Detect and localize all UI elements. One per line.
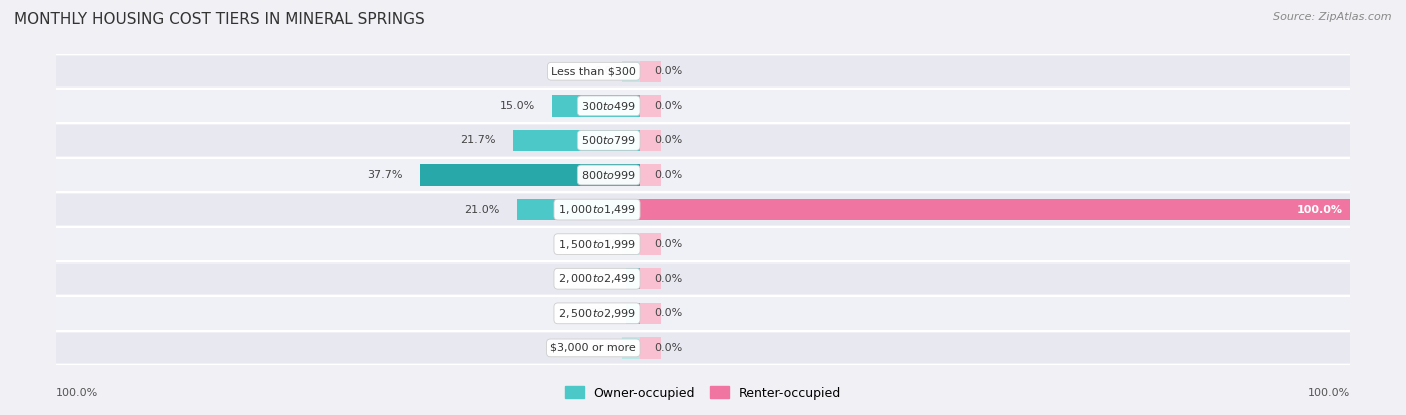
Bar [623, 233, 640, 255]
Text: 0.0%: 0.0% [654, 66, 682, 76]
Bar [56, 229, 640, 259]
Text: $500 to $799: $500 to $799 [581, 134, 636, 146]
Text: $300 to $499: $300 to $499 [581, 100, 636, 112]
Text: 15.0%: 15.0% [499, 101, 534, 111]
Text: MONTHLY HOUSING COST TIERS IN MINERAL SPRINGS: MONTHLY HOUSING COST TIERS IN MINERAL SP… [14, 12, 425, 27]
Bar [640, 229, 1350, 259]
Text: $2,000 to $2,499: $2,000 to $2,499 [558, 272, 636, 285]
Bar [640, 56, 1350, 86]
Text: 100.0%: 100.0% [1308, 388, 1350, 398]
Legend: Owner-occupied, Renter-occupied: Owner-occupied, Renter-occupied [560, 381, 846, 405]
Bar [640, 90, 1350, 121]
Text: 37.7%: 37.7% [367, 170, 402, 180]
Bar [623, 61, 640, 82]
Text: 21.0%: 21.0% [464, 205, 499, 215]
Bar [56, 160, 640, 190]
Text: Source: ZipAtlas.com: Source: ZipAtlas.com [1274, 12, 1392, 22]
Bar [640, 194, 1350, 225]
Bar [56, 56, 640, 86]
Text: 0.0%: 0.0% [654, 101, 682, 111]
Bar [513, 130, 640, 151]
Text: 21.7%: 21.7% [460, 135, 495, 145]
Bar [626, 268, 640, 290]
Bar [56, 125, 640, 156]
Bar [640, 264, 1350, 294]
Bar [640, 125, 1350, 156]
Text: $1,500 to $1,999: $1,500 to $1,999 [558, 238, 636, 251]
Text: $800 to $999: $800 to $999 [581, 169, 636, 181]
Bar [640, 164, 661, 186]
Bar [626, 303, 640, 324]
Bar [56, 333, 640, 363]
Bar [56, 298, 640, 329]
Bar [553, 95, 640, 117]
Text: 0.0%: 0.0% [654, 308, 682, 318]
Text: 0.0%: 0.0% [654, 239, 682, 249]
Text: $2,500 to $2,999: $2,500 to $2,999 [558, 307, 636, 320]
Text: 0.0%: 0.0% [654, 170, 682, 180]
Text: 0.0%: 0.0% [593, 343, 623, 353]
Bar [56, 194, 640, 225]
Bar [517, 199, 640, 220]
Bar [640, 233, 661, 255]
Bar [640, 130, 661, 151]
Text: $3,000 or more: $3,000 or more [550, 343, 636, 353]
Text: 0.0%: 0.0% [654, 274, 682, 284]
Bar [56, 264, 640, 294]
Bar [640, 268, 661, 290]
Bar [640, 160, 1350, 190]
Text: $1,000 to $1,499: $1,000 to $1,499 [558, 203, 636, 216]
Text: 0.0%: 0.0% [654, 135, 682, 145]
Bar [640, 61, 661, 82]
Text: 0.0%: 0.0% [654, 343, 682, 353]
Bar [420, 164, 640, 186]
Text: 100.0%: 100.0% [56, 388, 98, 398]
Bar [640, 298, 1350, 329]
Bar [640, 333, 1350, 363]
Text: Less than $300: Less than $300 [551, 66, 636, 76]
Text: 2.3%: 2.3% [581, 274, 609, 284]
Text: 0.0%: 0.0% [593, 239, 623, 249]
Bar [640, 337, 661, 359]
Bar [640, 303, 661, 324]
Bar [640, 95, 661, 117]
Bar [640, 199, 1350, 220]
Text: 100.0%: 100.0% [1296, 205, 1343, 215]
Bar [56, 90, 640, 121]
Text: 2.3%: 2.3% [581, 308, 609, 318]
Text: 0.0%: 0.0% [593, 66, 623, 76]
Bar [623, 337, 640, 359]
